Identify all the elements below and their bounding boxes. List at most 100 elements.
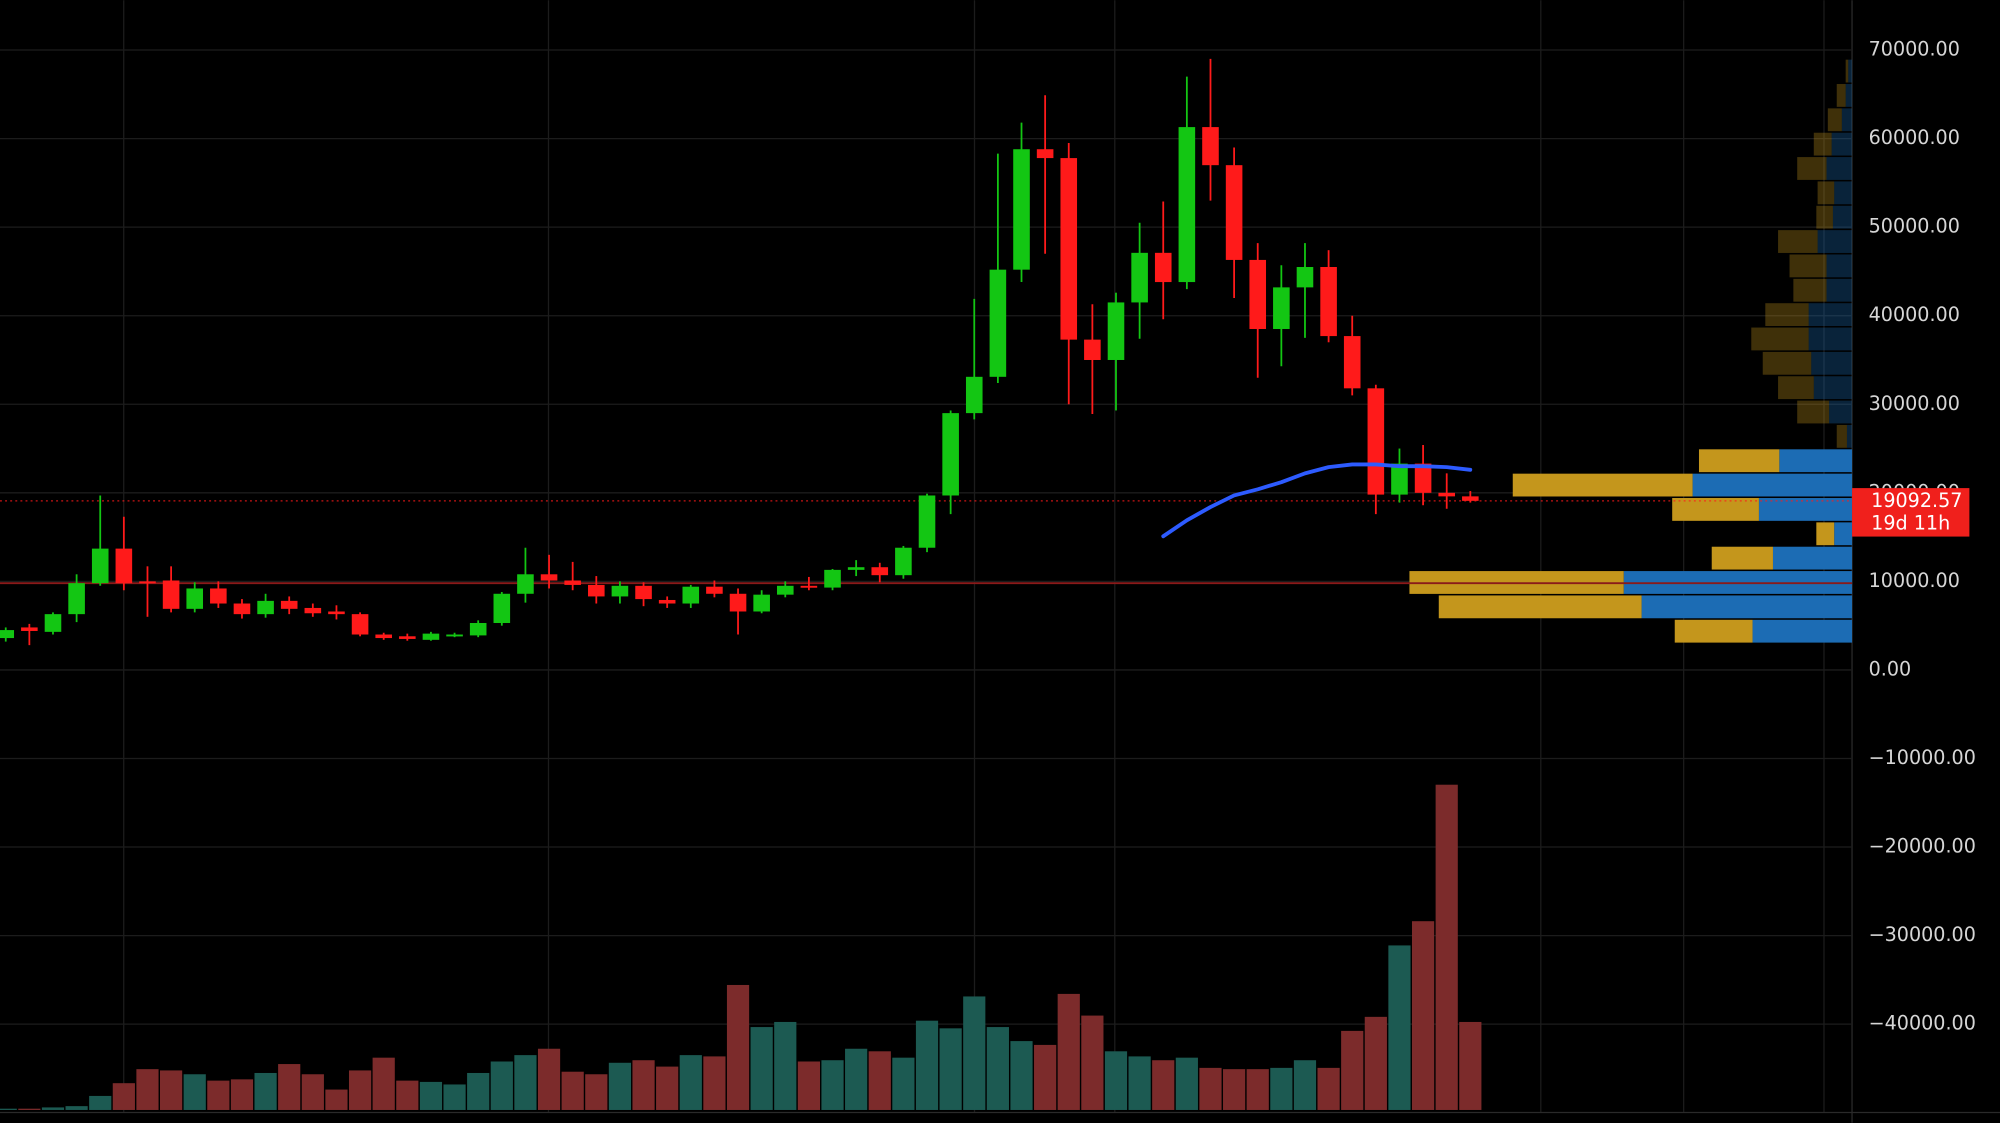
volume-bar (797, 1061, 820, 1110)
volume-bar (1459, 1021, 1482, 1110)
profile-up-bar (1779, 449, 1853, 473)
candle-body (1107, 302, 1125, 360)
y-tick-label: 50000.00 (1869, 215, 1960, 238)
profile-up-bar (1808, 303, 1853, 327)
volume-bar (845, 1048, 868, 1110)
last-price-box (1852, 488, 1970, 537)
profile-down-bar (1813, 132, 1832, 156)
profile-down-bar (1845, 59, 1849, 83)
candle-body (1273, 287, 1290, 329)
profile-up-bar (1826, 278, 1853, 302)
profile-down-bar (1512, 473, 1693, 497)
volume-bar (490, 1061, 513, 1110)
candle-body (351, 614, 369, 635)
volume-bar (0, 1108, 17, 1110)
volume-bar (1175, 1057, 1198, 1110)
y-tick-label: 40000.00 (1869, 303, 1960, 326)
volume-bar (467, 1072, 490, 1110)
profile-down-bar (1789, 254, 1827, 278)
profile-down-bar (1797, 400, 1830, 424)
volume-bar (89, 1095, 112, 1110)
candle-body (1343, 336, 1361, 389)
profile-up-bar (1752, 619, 1853, 643)
volume-bar (750, 1027, 773, 1110)
candle-body (753, 594, 770, 612)
volume-bar (65, 1106, 88, 1110)
volume-bar (1411, 921, 1435, 1110)
volume-bar (112, 1083, 135, 1110)
y-tick-label: 10000.00 (1869, 569, 1960, 592)
volume (0, 784, 1482, 1110)
candle-body (139, 581, 156, 584)
candle-body (895, 547, 912, 576)
profile-down-bar (1698, 449, 1780, 473)
profile-down-bar (1816, 205, 1833, 229)
profile-down-bar (1827, 108, 1842, 132)
volume-bar (1104, 1051, 1128, 1110)
profile-up-bar (1826, 157, 1853, 180)
volume-bar (608, 1062, 632, 1110)
profile-down-bar (1836, 84, 1846, 107)
profile-down-bar (1674, 619, 1753, 643)
candle-body (1131, 252, 1148, 303)
volume-bar (160, 1070, 183, 1110)
candle-body (776, 585, 794, 595)
volume-bar (915, 1020, 939, 1110)
volume-bar (1010, 1041, 1033, 1110)
candle-body (918, 495, 936, 548)
volume-bar (656, 1066, 679, 1110)
profile-up-bar (1817, 230, 1853, 253)
volume-bar (1223, 1069, 1246, 1110)
candle-body (91, 548, 109, 584)
profile-down-bar (1711, 546, 1773, 570)
profile-up-bar (1811, 351, 1853, 375)
profile-up-bar (1808, 327, 1853, 351)
volume-bar (1199, 1067, 1222, 1110)
volume-bar (230, 1079, 254, 1110)
profile-down-bar (1438, 595, 1642, 619)
volume-bar (1057, 993, 1080, 1110)
candle-body (517, 574, 534, 594)
profile-up-bar (1813, 376, 1853, 400)
candle-body (1154, 252, 1172, 283)
candle-body (115, 548, 133, 584)
candle-body (847, 567, 865, 570)
candle-body (1060, 158, 1078, 340)
volume-bar (726, 984, 750, 1110)
volume-bar (1388, 945, 1411, 1110)
volume-bar (1317, 1067, 1340, 1110)
candle-body (233, 603, 251, 615)
volume-bar (1246, 1069, 1269, 1110)
y-tick-label: 60000.00 (1869, 126, 1960, 149)
candle-body (328, 611, 345, 615)
profile-down-bar (1816, 522, 1835, 546)
candle-body (21, 627, 38, 631)
volume-bar (774, 1021, 797, 1110)
candle-body (1391, 463, 1408, 495)
volume-bar (136, 1069, 159, 1110)
countdown-label: 19d 11h (1871, 511, 1950, 534)
candle-body (469, 623, 487, 636)
candle-body (280, 600, 298, 609)
candle-body (1013, 149, 1030, 270)
last-price-label: 19092.57 (1871, 489, 1962, 512)
volume-bar (632, 1060, 655, 1110)
candle-body (162, 580, 180, 609)
volume-bar (939, 1028, 962, 1110)
profile-up-bar (1834, 181, 1853, 205)
candle-body (706, 586, 723, 594)
candle-body (611, 585, 629, 597)
profile-up-bar (1831, 132, 1853, 156)
volume-bar (41, 1107, 65, 1110)
volume-bar (325, 1089, 348, 1110)
candle-body (422, 633, 440, 640)
y-tick-label: −30000.00 (1869, 923, 1976, 946)
volume-bar (183, 1074, 206, 1110)
candle-body (588, 584, 605, 597)
profile-down-bar (1797, 157, 1827, 180)
candle-body (1462, 496, 1479, 501)
volume-bar (1364, 1016, 1387, 1110)
